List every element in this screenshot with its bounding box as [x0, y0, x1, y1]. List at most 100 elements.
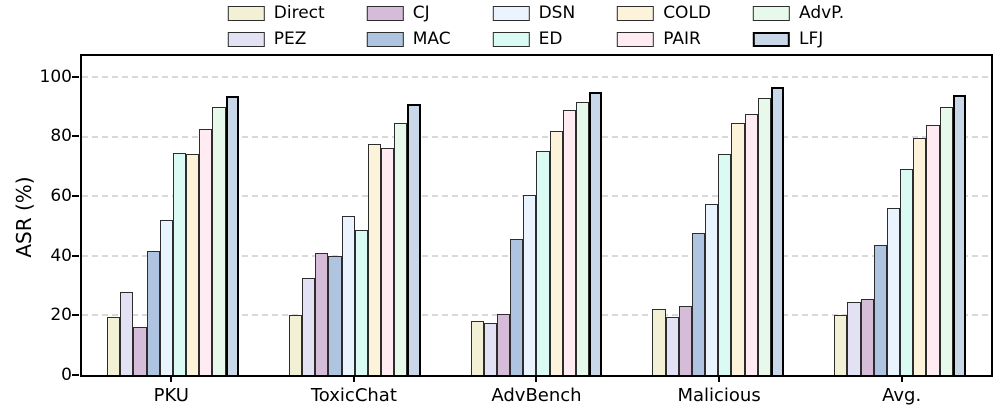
legend-item-ed: ED	[492, 28, 576, 49]
bar-pez	[483, 322, 497, 375]
bar-advp	[212, 106, 226, 375]
x-tick-label: Avg.	[882, 385, 922, 406]
bar-pez	[847, 301, 861, 375]
legend-swatch	[617, 31, 655, 47]
bar-cj	[133, 327, 147, 375]
legend-item-cj: CJ	[366, 3, 451, 23]
bar-dsn	[341, 215, 355, 375]
x-tick-mark	[718, 377, 721, 382]
y-tick-label: 20	[50, 305, 72, 326]
legend-item-pez: PEZ	[227, 28, 325, 49]
bar-cold	[549, 130, 563, 375]
bar-cj	[315, 252, 329, 375]
x-tick-label: AdvBench	[491, 385, 582, 406]
y-tick-mark	[72, 374, 79, 376]
legend-swatch	[617, 5, 655, 21]
x-tick-label: PKU	[153, 385, 189, 406]
legend-swatch	[492, 31, 530, 47]
legend-label: CJ	[412, 3, 430, 23]
legend-item-dsn: DSN	[492, 3, 576, 23]
bar-ed	[536, 151, 550, 375]
x-tick-label: ToxicChat	[310, 385, 397, 406]
y-tick-mark	[72, 314, 79, 317]
legend-label: Direct	[273, 3, 325, 23]
bar-group-toxicchat	[264, 56, 446, 375]
legend-swatch	[366, 5, 404, 21]
bar-mac	[328, 255, 342, 375]
bar-pair	[744, 114, 758, 375]
y-tick-mark	[72, 254, 79, 257]
gridline	[82, 135, 991, 138]
bar-group-malicious	[627, 56, 809, 375]
legend-label: PAIR	[663, 28, 701, 49]
bar-pez	[665, 316, 679, 375]
bar-group-avg	[809, 56, 991, 375]
legend-label: COLD	[663, 3, 711, 23]
y-tick-label: 0	[61, 365, 72, 385]
bar-cold	[186, 154, 200, 375]
x-tick-label: Malicious	[677, 385, 761, 406]
bar-lfj	[407, 103, 421, 375]
x-tick-mark	[535, 377, 538, 382]
bar-mac	[510, 239, 524, 375]
bar-direct	[470, 321, 484, 375]
legend-label: MAC	[412, 28, 451, 49]
legend-item-lfj: LFJ	[753, 28, 844, 49]
legend-swatch	[753, 31, 790, 47]
x-slot: Malicious	[628, 377, 811, 406]
y-tick-label: 40	[50, 245, 72, 266]
legend-label: AdvP.	[799, 3, 845, 23]
gridline	[82, 75, 991, 78]
bar-mac	[146, 251, 160, 375]
x-slot: ToxicChat	[263, 377, 446, 406]
y-tick-mark	[72, 195, 79, 198]
legend-item-mac: MAC	[366, 28, 451, 49]
bar-ed	[718, 154, 732, 375]
x-slot: PKU	[80, 377, 263, 406]
bar-pair	[562, 109, 577, 375]
y-tick-label: 80	[50, 126, 72, 147]
bar-groups	[82, 56, 991, 375]
legend-item-direct: Direct	[227, 3, 325, 23]
bar-lfj	[771, 87, 785, 375]
legend-label: ED	[538, 28, 563, 49]
bar-direct	[288, 315, 302, 375]
y-tick-label: 60	[50, 186, 72, 207]
bar-pair	[199, 129, 213, 375]
bar-cold	[367, 143, 382, 375]
legend-swatch	[366, 31, 404, 47]
bar-cj	[496, 313, 511, 375]
bar-cj	[860, 298, 874, 375]
bar-pez	[301, 278, 316, 375]
bar-pair	[926, 124, 940, 375]
bar-advp	[939, 106, 953, 375]
bar-lfj	[589, 91, 603, 375]
x-tick-mark	[352, 377, 355, 382]
bar-ed	[172, 152, 187, 375]
y-tick-mark	[72, 75, 79, 78]
y-tick-label: 100	[39, 66, 72, 87]
bar-advp	[757, 97, 772, 375]
legend-item-pair: PAIR	[617, 28, 711, 49]
x-tick-mark	[170, 377, 173, 382]
legend-swatch	[492, 5, 530, 21]
x-axis: PKU ToxicChat AdvBench Malicious Avg.	[80, 377, 993, 406]
bar-lfj	[952, 94, 967, 375]
legend-swatch	[227, 31, 265, 47]
plot-area	[80, 54, 993, 377]
legend-label: PEZ	[273, 28, 307, 49]
legend-label: DSN	[538, 3, 576, 23]
legend-item-advp: AdvP.	[753, 4, 844, 23]
legend-swatch	[753, 5, 790, 21]
bar-dsn	[705, 203, 719, 375]
bar-pez	[120, 291, 134, 375]
bar-direct	[652, 309, 666, 375]
bar-lfj	[225, 96, 239, 375]
legend-label: LFJ	[799, 28, 824, 49]
bar-group-advbench	[446, 56, 628, 375]
bar-dsn	[159, 219, 173, 375]
bar-ed	[354, 230, 368, 375]
bar-dsn	[523, 194, 537, 375]
bar-pair	[381, 148, 395, 375]
